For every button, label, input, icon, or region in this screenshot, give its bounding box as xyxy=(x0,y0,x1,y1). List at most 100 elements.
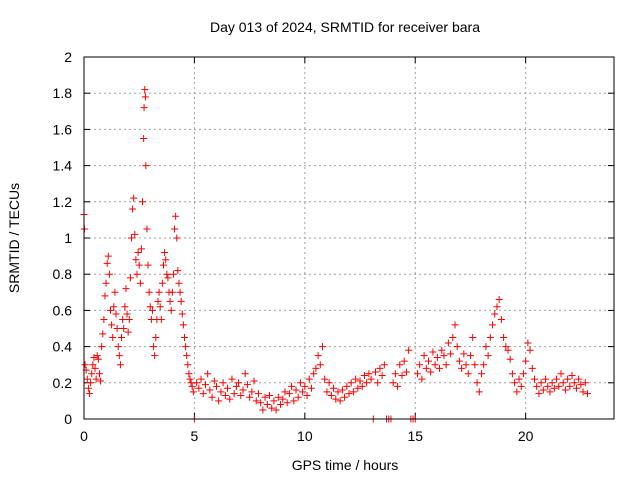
data-point xyxy=(314,352,322,360)
data-point xyxy=(546,388,554,396)
data-point xyxy=(429,348,437,356)
data-point xyxy=(290,397,298,405)
data-point xyxy=(252,397,260,405)
data-point xyxy=(553,375,561,383)
data-point xyxy=(482,343,490,351)
data-point xyxy=(579,388,587,396)
x-tick-label: 10 xyxy=(297,428,313,444)
data-point xyxy=(493,303,501,311)
data-point xyxy=(561,386,569,394)
data-point xyxy=(93,352,101,360)
data-point xyxy=(259,406,267,414)
data-point xyxy=(102,279,110,287)
data-point xyxy=(451,321,459,329)
data-point xyxy=(168,288,176,296)
data-point xyxy=(526,346,534,354)
data-point xyxy=(283,399,291,407)
data-point xyxy=(193,379,201,387)
data-point xyxy=(130,194,138,202)
data-point xyxy=(380,361,388,369)
data-point xyxy=(221,391,229,399)
x-axis-label: GPS time / hours xyxy=(292,457,399,473)
data-point xyxy=(173,234,181,242)
data-point xyxy=(250,377,258,385)
data-point xyxy=(162,256,170,264)
data-point xyxy=(307,384,315,392)
data-point xyxy=(559,379,567,387)
x-tick-label: 0 xyxy=(80,428,88,444)
data-point xyxy=(189,388,197,396)
data-point xyxy=(131,230,139,238)
data-point xyxy=(119,315,127,323)
data-point xyxy=(566,382,574,390)
data-point xyxy=(528,364,536,372)
data-point xyxy=(305,375,313,383)
data-point xyxy=(100,315,108,323)
data-point xyxy=(310,370,318,378)
data-point xyxy=(367,375,375,383)
data-point xyxy=(169,270,177,278)
data-point xyxy=(416,361,424,369)
data-point xyxy=(466,352,474,360)
data-point xyxy=(418,375,426,383)
data-point xyxy=(184,361,192,369)
data-point xyxy=(208,393,216,401)
tick-labels: 0 5 10 15 20 0 0.2 0.4 0.6 0.8 1 1.2 1.4 1.6 1.8 2 xyxy=(53,49,534,444)
data-point xyxy=(92,375,100,383)
data-point xyxy=(140,104,148,112)
data-point xyxy=(296,379,304,387)
data-point xyxy=(303,391,311,399)
data-point xyxy=(519,370,527,378)
data-point xyxy=(141,93,149,101)
data-point xyxy=(139,198,147,206)
data-point xyxy=(502,343,510,351)
data-point xyxy=(172,212,180,220)
x-tick-label: 20 xyxy=(518,428,534,444)
data-point xyxy=(396,361,404,369)
data-point xyxy=(378,372,386,380)
data-point xyxy=(398,372,406,380)
data-point xyxy=(358,382,366,390)
plot-frame xyxy=(83,56,615,420)
data-point xyxy=(199,390,207,398)
data-point xyxy=(301,382,309,390)
data-point xyxy=(123,310,131,318)
data-point xyxy=(125,315,133,323)
data-point xyxy=(524,339,532,347)
data-point xyxy=(107,306,114,314)
data-point xyxy=(460,350,468,358)
data-point xyxy=(489,321,497,329)
data-point xyxy=(161,248,169,256)
data-point xyxy=(292,386,300,394)
data-point xyxy=(420,352,428,360)
data-point xyxy=(215,397,223,405)
data-point xyxy=(126,274,134,282)
data-point xyxy=(197,375,205,383)
data-point xyxy=(243,381,251,389)
data-point xyxy=(484,352,492,360)
data-point xyxy=(464,370,472,378)
data-point xyxy=(475,388,483,396)
y-tick-label: 2 xyxy=(64,49,72,65)
data-point xyxy=(537,379,545,387)
data-point xyxy=(167,306,175,314)
data-point xyxy=(570,379,578,387)
data-point xyxy=(101,292,109,300)
data-point xyxy=(156,303,164,311)
data-point xyxy=(480,361,488,369)
y-tick-label: 0.6 xyxy=(53,302,73,318)
data-point xyxy=(440,352,448,360)
data-point xyxy=(347,379,355,387)
data-point xyxy=(146,303,154,311)
data-point xyxy=(83,375,91,383)
data-point xyxy=(471,361,479,369)
y-tick-label: 0 xyxy=(64,411,72,427)
data-point xyxy=(544,382,552,390)
data-point xyxy=(336,397,344,405)
data-point xyxy=(413,370,421,378)
data-point xyxy=(334,388,342,396)
data-point xyxy=(90,353,98,361)
data-point xyxy=(533,382,541,390)
data-point xyxy=(513,388,521,396)
